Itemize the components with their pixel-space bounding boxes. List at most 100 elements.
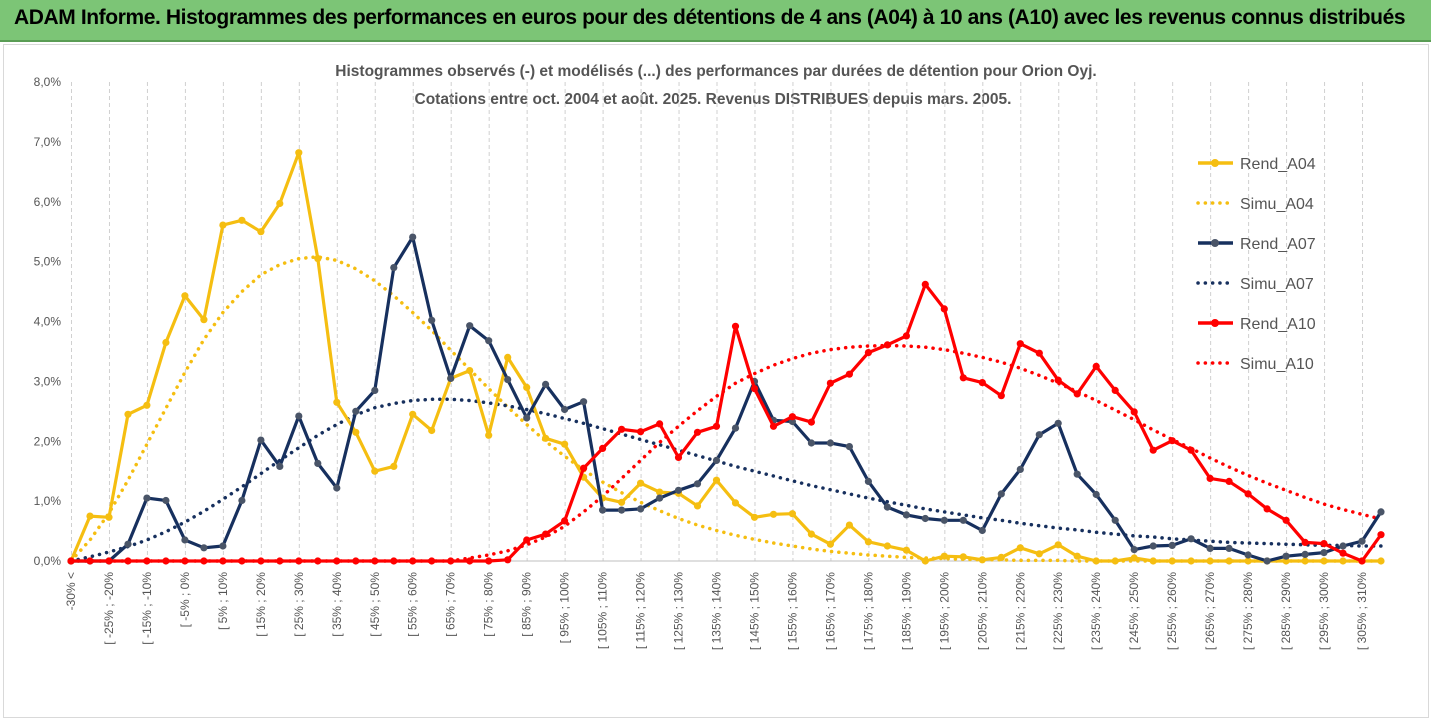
data-point xyxy=(181,536,189,544)
data-point xyxy=(788,413,797,421)
x-tick-label: [ 225% ; 230% xyxy=(1051,572,1065,650)
data-point xyxy=(1206,557,1214,565)
x-tick-label: [ 265% ; 270% xyxy=(1203,572,1217,650)
x-tick-label: [ 285% ; 290% xyxy=(1279,572,1293,650)
data-point xyxy=(637,479,645,487)
data-point xyxy=(940,516,948,524)
x-tick-label: [ 25% ; 30% xyxy=(292,572,306,637)
data-point xyxy=(637,505,645,513)
data-point xyxy=(257,228,265,236)
data-point xyxy=(238,496,246,505)
data-point xyxy=(200,316,208,324)
x-tick-label: [ 15% ; 20% xyxy=(254,572,268,637)
x-axis-ticks: -30% < [ -25% ; -20% [ -15% ; -10% [ -5% ; … xyxy=(64,572,1369,650)
data-point xyxy=(352,428,360,436)
data-point xyxy=(314,255,322,263)
x-tick-label: [ 215% ; 220% xyxy=(1013,572,1027,650)
data-point xyxy=(333,484,341,492)
data-point xyxy=(864,538,873,546)
data-point xyxy=(428,316,436,324)
data-point xyxy=(238,557,246,565)
data-point xyxy=(1377,508,1385,516)
data-point xyxy=(390,557,398,565)
x-tick-label: [ 95% ; 100% xyxy=(558,572,572,644)
x-tick-label: [ 195% ; 200% xyxy=(937,572,951,650)
data-point xyxy=(1111,386,1119,394)
x-tick-label: [ 5% ; 10% xyxy=(216,572,230,630)
y-tick-label: 0,0% xyxy=(34,554,62,568)
data-point xyxy=(1244,557,1252,565)
data-point xyxy=(523,383,531,391)
data-point xyxy=(1358,557,1366,565)
data-point xyxy=(1339,549,1347,557)
data-point xyxy=(712,476,721,484)
data-point xyxy=(219,557,227,565)
data-point xyxy=(1168,557,1176,565)
data-point xyxy=(314,557,322,565)
data-point xyxy=(1035,431,1043,439)
data-point xyxy=(883,341,892,349)
legend-label: Simu_A07 xyxy=(1240,276,1314,293)
data-point xyxy=(1301,538,1309,547)
data-point xyxy=(921,514,929,523)
data-point xyxy=(200,544,208,552)
data-point xyxy=(1149,446,1157,454)
x-tick-label: [ 65% ; 70% xyxy=(444,572,458,637)
data-point xyxy=(409,410,417,418)
x-tick-label: [ 105% ; 110% xyxy=(596,572,610,649)
data-point xyxy=(86,557,94,565)
data-point xyxy=(1130,408,1138,416)
data-point xyxy=(276,199,284,208)
data-point xyxy=(864,477,873,485)
data-point xyxy=(864,349,873,357)
data-point xyxy=(1187,446,1195,454)
data-point xyxy=(390,462,398,470)
data-point xyxy=(542,380,550,388)
data-point xyxy=(618,506,626,514)
data-point xyxy=(1358,537,1366,545)
data-point xyxy=(769,422,778,430)
y-tick-label: 7,0% xyxy=(34,135,62,149)
data-point xyxy=(599,444,607,452)
data-point xyxy=(504,353,512,361)
data-point xyxy=(599,506,607,514)
data-point xyxy=(1092,490,1100,499)
data-point xyxy=(959,553,967,561)
series-line-rend-a04 xyxy=(69,151,1381,563)
x-tick-label: [ -25% ; -20% xyxy=(102,572,116,645)
y-axis-ticks: 0,0% 1,0% 2,0% 3,0% 4,0% 5,0% 6,0% 7,0% 8,0% xyxy=(34,75,62,568)
series-line-rend-a07 xyxy=(71,235,1383,563)
series-line-rend-a10 xyxy=(71,282,1383,563)
data-point xyxy=(959,374,967,382)
series-line-simu-a04 xyxy=(69,255,1383,563)
data-point xyxy=(750,385,759,393)
legend-label: Rend_A07 xyxy=(1240,236,1316,253)
x-tick-label: [ 255% ; 260% xyxy=(1165,572,1179,650)
chart-title: Histogrammes observés (-) et modélisés (… xyxy=(335,63,1096,80)
data-point xyxy=(314,459,322,467)
data-point xyxy=(693,502,702,510)
x-tick-label: [ 155% ; 160% xyxy=(785,572,799,650)
data-point xyxy=(712,422,721,430)
data-point xyxy=(656,488,664,496)
data-point xyxy=(447,374,455,382)
x-tick-label: [ 165% ; 170% xyxy=(823,572,837,650)
data-point xyxy=(712,456,721,464)
data-point xyxy=(1016,340,1024,348)
data-point xyxy=(826,379,835,387)
data-point xyxy=(466,367,474,375)
series-group xyxy=(67,149,1385,565)
y-tick-label: 1,0% xyxy=(34,494,62,508)
data-point xyxy=(1320,557,1328,565)
data-point xyxy=(978,526,986,535)
y-tick-label: 2,0% xyxy=(34,434,62,448)
data-point xyxy=(940,552,948,560)
data-point xyxy=(523,536,531,544)
data-point xyxy=(674,453,683,461)
data-point xyxy=(1016,544,1024,552)
data-point xyxy=(921,280,929,288)
x-tick-label: [ 75% ; 80% xyxy=(482,572,496,637)
data-point xyxy=(504,556,512,564)
data-point xyxy=(428,557,436,565)
series-line-simu-a07 xyxy=(69,397,1383,563)
